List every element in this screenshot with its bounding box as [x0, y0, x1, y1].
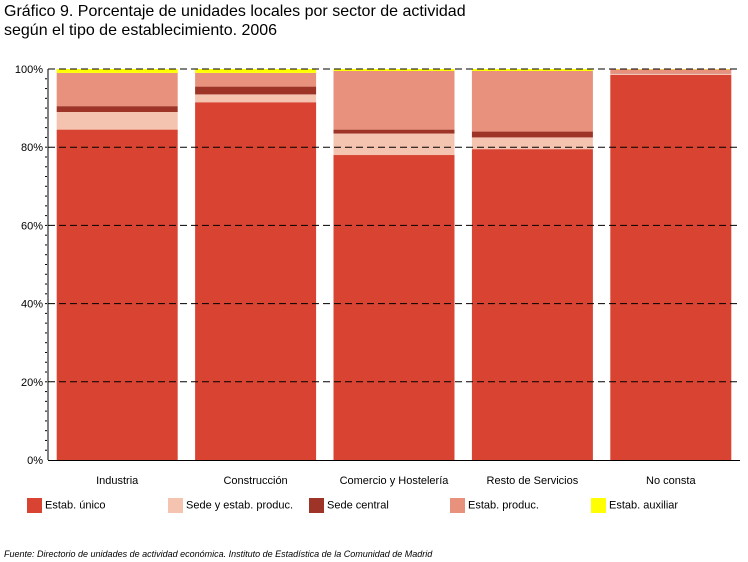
x-tick-label: Resto de Servicios — [487, 475, 579, 487]
bar-segment — [471, 70, 593, 132]
legend-label: Sede y estab. produc. — [186, 499, 294, 512]
bar-segment — [333, 155, 455, 460]
bar-segment — [333, 133, 455, 156]
bar-segment — [333, 69, 455, 71]
y-tick-label: 80% — [21, 142, 43, 154]
bar-segment — [195, 94, 317, 103]
x-tick-label: Comercio y Hostelería — [340, 475, 450, 487]
bar-segment — [56, 112, 178, 130]
bar-segment — [610, 74, 732, 461]
y-tick-label: 20% — [21, 377, 43, 389]
legend-swatch — [591, 498, 606, 513]
plot-area — [56, 69, 732, 461]
bar-segment — [195, 102, 317, 461]
bar-segment — [333, 129, 455, 134]
bar-segment — [610, 73, 732, 75]
bar-segment — [610, 69, 732, 74]
bar-segment — [471, 137, 593, 150]
bar-segment — [195, 69, 317, 73]
legend-label: Sede central — [327, 499, 389, 512]
legend-swatch — [168, 498, 183, 513]
y-tick-label: 40% — [21, 299, 43, 311]
bar-segment — [333, 70, 455, 130]
bar-segment — [56, 69, 178, 73]
bar-segment — [195, 86, 317, 95]
bar-segment — [56, 106, 178, 113]
legend-label: Estab. auxiliar — [609, 499, 679, 512]
legend-swatch — [309, 498, 324, 513]
y-tick-label: 60% — [21, 220, 43, 232]
bar-segment — [471, 149, 593, 460]
y-tick-label: 100% — [15, 64, 43, 76]
legend-swatch — [450, 498, 465, 513]
legend-item-sede-y-estab-produc: Sede y estab. produc. — [168, 498, 293, 513]
legend-item-estab-produc: Estab. produc. — [450, 498, 539, 513]
legend-item-estab-auxiliar: Estab. auxiliar — [591, 498, 678, 513]
bar-segment — [56, 129, 178, 461]
bar-segment — [471, 131, 593, 138]
legend-label: Estab. produc. — [468, 499, 539, 512]
axes: Industria Construcción Comercio y Hosteler… — [15, 64, 740, 487]
chart-title-line-2: según el tipo de establecimiento. 2006 — [4, 22, 278, 39]
legend-item-sede-central: Sede central — [309, 498, 389, 513]
bar-segment — [471, 69, 593, 71]
bar-segment — [56, 72, 178, 107]
x-tick-label: Industria — [96, 475, 139, 487]
chart-title-line-1: Gráfico 9. Porcentaje de unidades locale… — [4, 3, 466, 20]
legend-label: Estab. único — [45, 499, 106, 512]
x-tick-label: No consta — [646, 475, 696, 487]
x-tick-label: Construcción — [223, 475, 287, 487]
source-note: Fuente: Directorio de unidades de activi… — [4, 549, 433, 559]
legend-item-estab-unico: Estab. único — [27, 498, 106, 513]
legend-swatch — [27, 498, 42, 513]
y-tick-label: 0% — [27, 455, 43, 467]
bar-segment — [195, 72, 317, 87]
chart-title: Gráfico 9. Porcentaje de unidades locale… — [4, 2, 466, 40]
